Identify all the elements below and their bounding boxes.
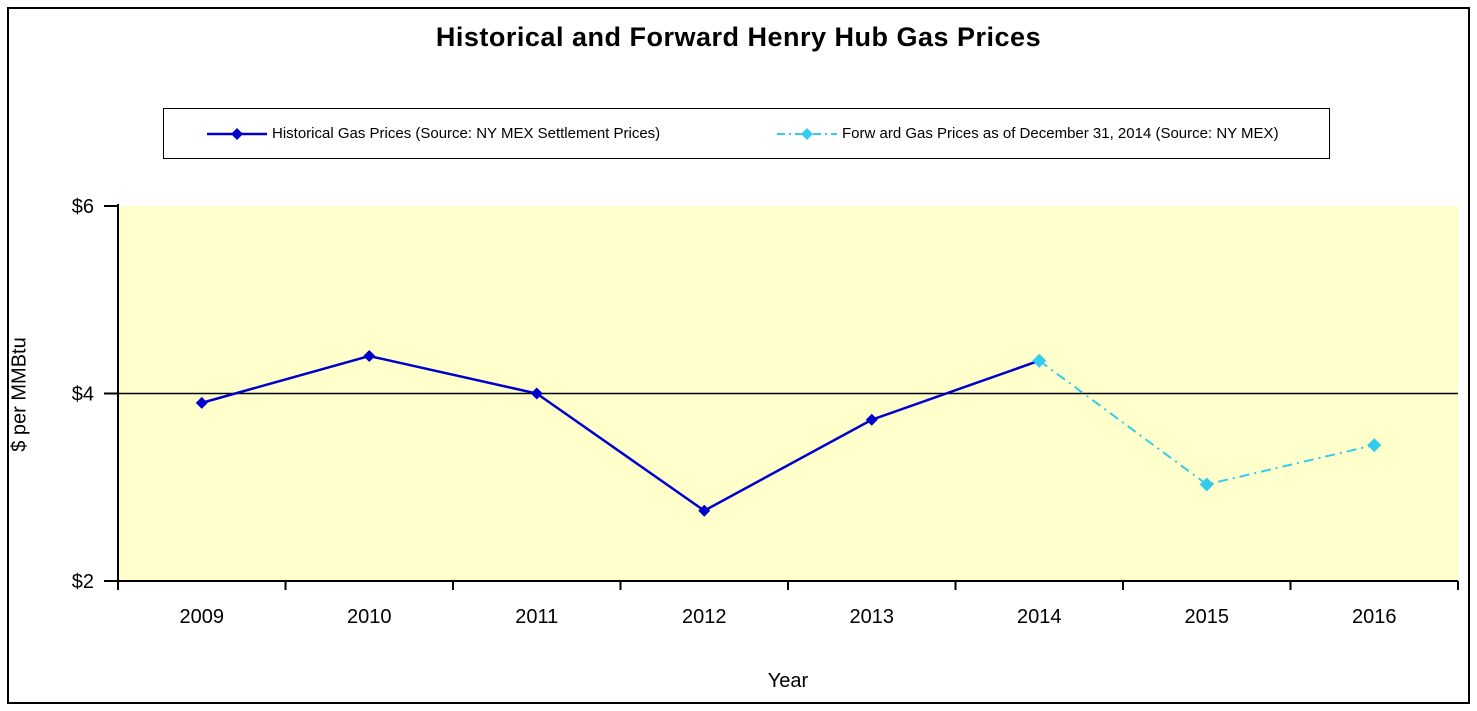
chart-border	[7, 7, 1470, 704]
legend-label-forward: Forw ard Gas Prices as of December 31, 2…	[842, 125, 1279, 142]
series-line-0[interactable]	[201, 354, 1040, 513]
legend-label-historical: Historical Gas Prices (Source: NY MEX Se…	[272, 125, 661, 142]
y-tick-label-2: $2	[72, 571, 94, 593]
x-tick-label-2013: 2013	[850, 606, 895, 628]
series-0-point-2010[interactable]	[363, 350, 376, 362]
x-tick-label-2012: 2012	[682, 606, 727, 628]
chart-title[interactable]: Historical and Forward Henry Hub Gas Pri…	[435, 22, 1042, 52]
series-0-point-2013[interactable]	[865, 413, 878, 426]
series-1-point-2014[interactable]	[1032, 353, 1047, 368]
x-tick-label-2009: 2009	[180, 606, 225, 628]
legend[interactable]: Historical Gas Prices (Source: NY MEX Se…	[163, 108, 1330, 159]
y-tick-label-4: $4	[72, 384, 94, 406]
legend-sample-historical-line-icon	[207, 127, 267, 140]
legend-diamond-marker-icon	[801, 127, 813, 140]
x-tick-label-2016: 2016	[1352, 606, 1397, 628]
legend-item-forward[interactable]: Forw ard Gas Prices as of December 31, 2…	[776, 109, 1279, 158]
x-tick-label-2010: 2010	[347, 606, 392, 628]
series-0-point-2012[interactable]	[698, 504, 711, 517]
y-tick-label-6: $6	[72, 196, 94, 218]
x-tick-label-2014: 2014	[1017, 606, 1062, 628]
legend-item-historical[interactable]: Historical Gas Prices (Source: NY MEX Se…	[206, 109, 660, 158]
x-axis-title[interactable]: Year	[767, 670, 809, 692]
x-tick-label-2015: 2015	[1185, 606, 1230, 628]
series-line-1[interactable]	[1038, 359, 1375, 486]
y-axis-title[interactable]: $ per MMBtu	[8, 337, 31, 452]
series-1-point-2015[interactable]	[1199, 477, 1214, 492]
series-0-point-2009[interactable]	[195, 396, 208, 409]
legend-diamond-marker-icon	[231, 127, 243, 140]
legend-sample-forward-line-icon	[777, 127, 837, 140]
x-tick-label-2011: 2011	[515, 606, 558, 628]
series-1-point-2016[interactable]	[1367, 438, 1382, 453]
series-0-point-2011[interactable]	[530, 387, 543, 400]
